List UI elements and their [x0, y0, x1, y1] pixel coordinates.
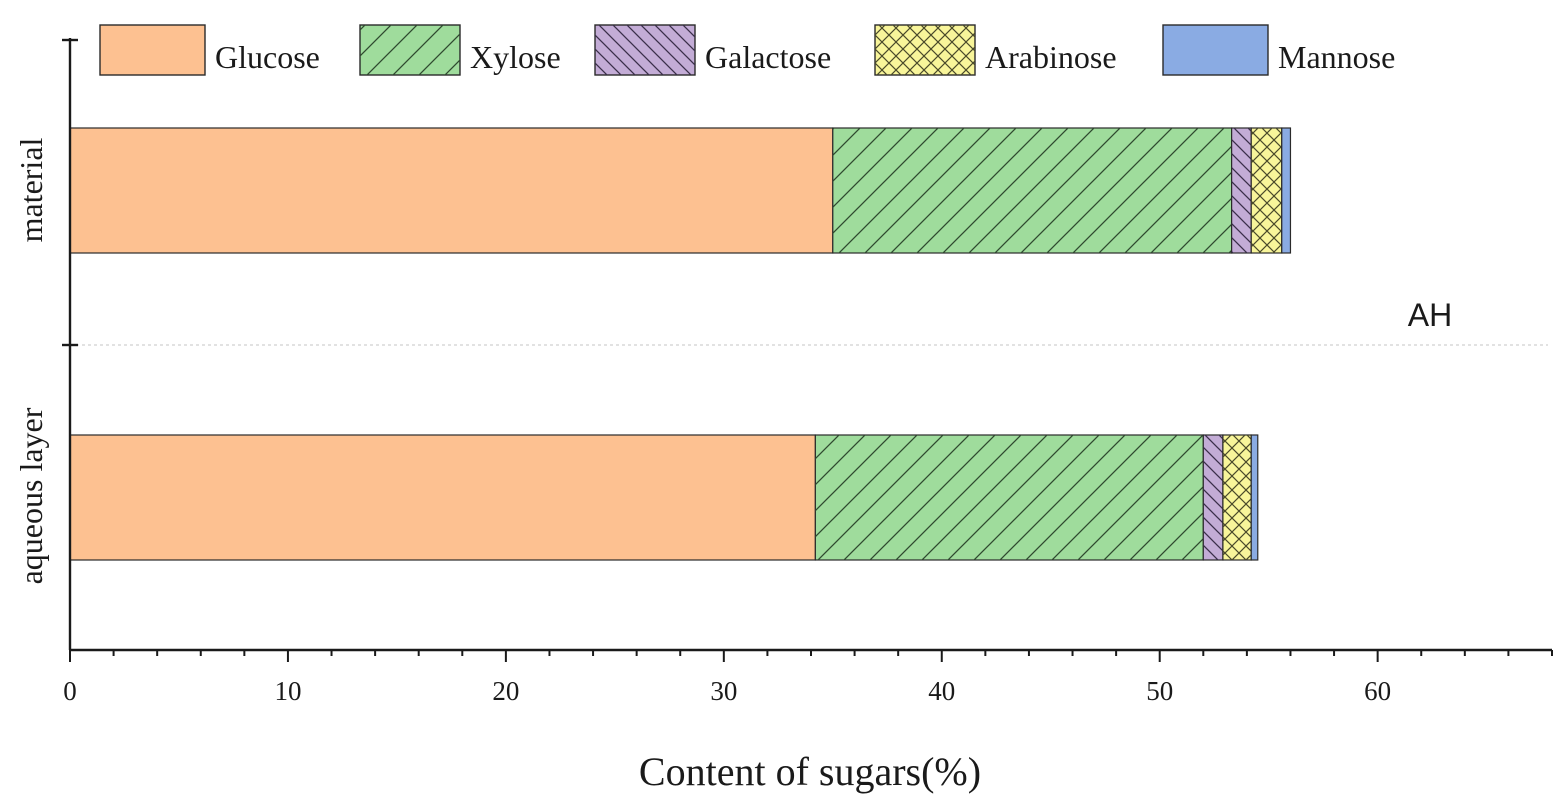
- x-tick-label-60: 60: [1364, 676, 1391, 706]
- legend-swatch-pattern-arabinose: [875, 25, 975, 75]
- x-tick-label-40: 40: [928, 676, 955, 706]
- legend-label-xylose: Xylose: [470, 39, 561, 75]
- bar-pattern-aqueous-layer-xylose: [815, 435, 1204, 560]
- x-tick-labels-group: 0 10 20 30 40 50 60: [63, 676, 1391, 706]
- x-tick-label-50: 50: [1146, 676, 1173, 706]
- x-ticks-group: [69, 650, 1553, 662]
- legend: Glucose Xylose Galactose Arabinose Mannose: [99, 24, 1395, 76]
- category-label-material: material: [13, 137, 49, 242]
- bar-aqueous-layer-glucose: [69, 434, 816, 561]
- x-tick-label-0: 0: [63, 676, 77, 706]
- bar-pattern-aqueous-layer-galactose: [1203, 435, 1223, 560]
- bar-pattern-material-xylose: [832, 128, 1232, 253]
- legend-label-glucose: Glucose: [215, 39, 320, 75]
- bars-group: [69, 127, 1292, 561]
- legend-label-mannose: Mannose: [1278, 39, 1395, 75]
- legend-swatch-pattern-galactose: [595, 25, 695, 75]
- legend-label-arabinose: Arabinose: [985, 39, 1117, 75]
- bar-pattern-aqueous-layer-arabinose: [1222, 435, 1252, 560]
- category-label-aqueous-layer: aqueous layer: [13, 407, 49, 584]
- bar-material-mannose: [1281, 127, 1292, 254]
- legend-label-galactose: Galactose: [705, 39, 831, 75]
- x-tick-label-10: 10: [274, 676, 301, 706]
- bar-pattern-material-arabinose: [1251, 128, 1282, 253]
- bar-material-glucose: [69, 127, 834, 254]
- legend-swatch-pattern-xylose: [360, 25, 460, 75]
- bar-pattern-material-galactose: [1231, 128, 1252, 253]
- legend-swatch-mannose: [1162, 24, 1269, 76]
- x-axis-label: Content of sugars(%): [639, 749, 981, 794]
- legend-swatch-glucose: [99, 24, 206, 76]
- x-tick-label-20: 20: [492, 676, 519, 706]
- x-tick-label-30: 30: [710, 676, 737, 706]
- bar-aqueous-layer-mannose: [1250, 434, 1259, 561]
- annotation-ah: AH: [1408, 297, 1452, 333]
